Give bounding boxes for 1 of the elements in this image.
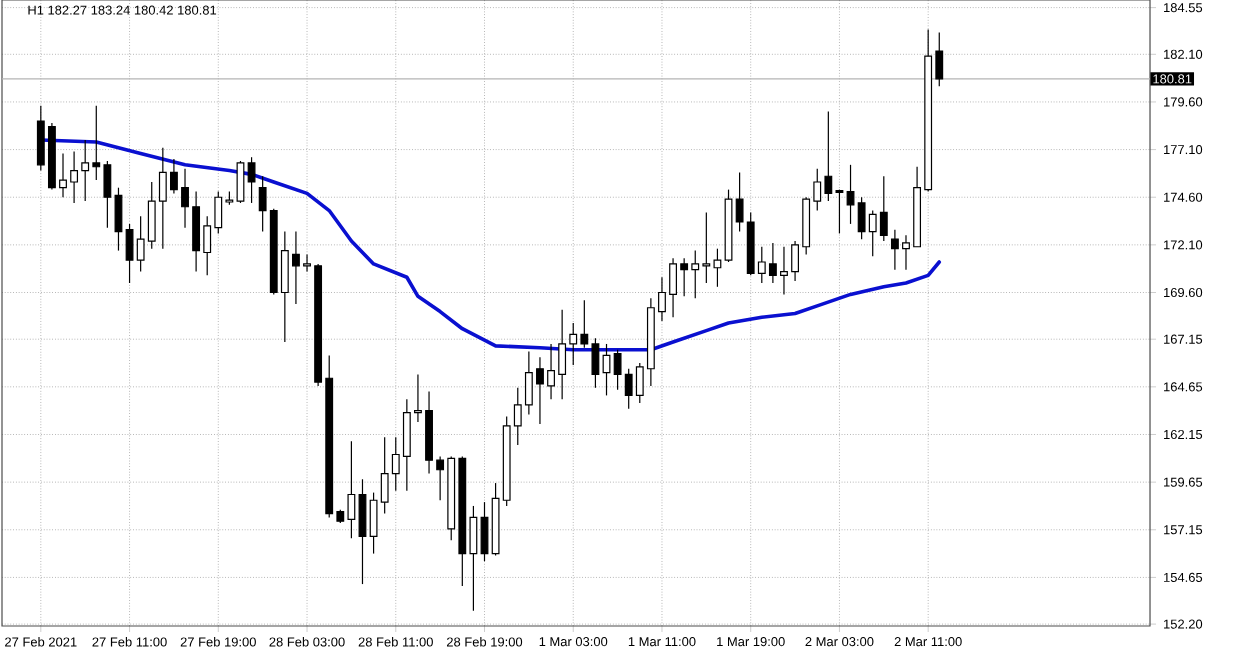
candlestick: [247, 156, 256, 204]
